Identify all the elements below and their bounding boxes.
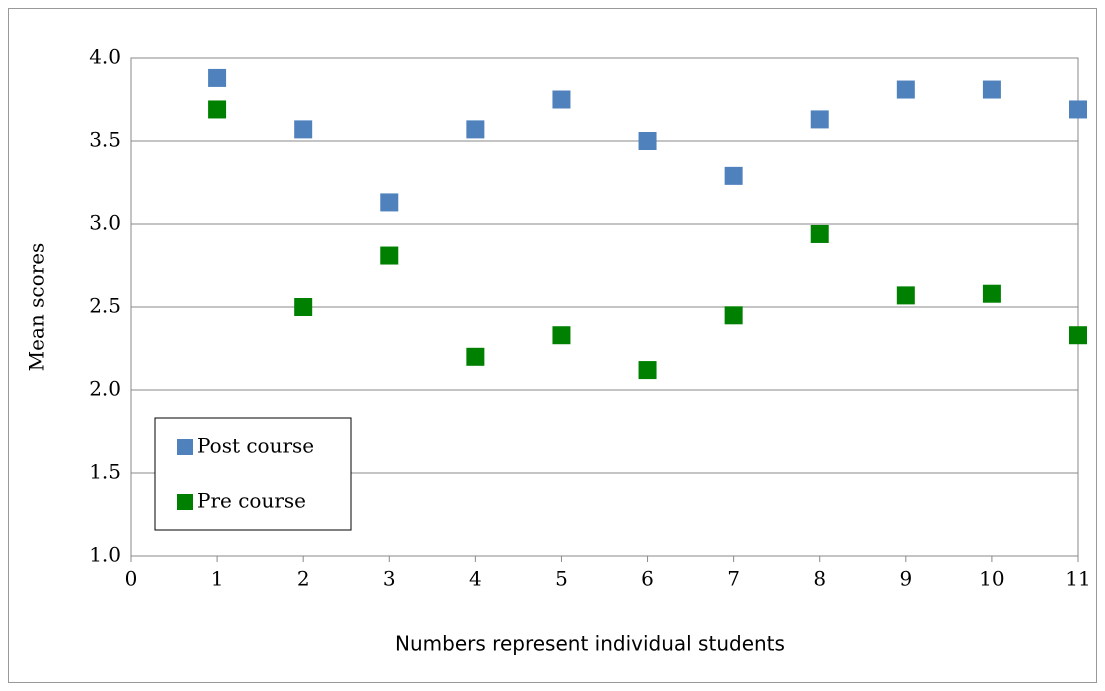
marker	[294, 120, 313, 139]
marker	[208, 100, 227, 119]
marker	[982, 80, 1001, 99]
x-tick-label: 2	[297, 567, 310, 591]
x-tick-label: 0	[125, 567, 138, 591]
y-tick-label: 3.5	[89, 128, 121, 152]
legend-label: Pre course	[197, 489, 306, 513]
marker	[380, 246, 399, 265]
marker	[1069, 326, 1087, 345]
x-axis-label: Numbers represent individual students	[395, 632, 785, 656]
x-tick-label: 11	[1065, 567, 1090, 591]
x-tick-label: 6	[641, 567, 654, 591]
x-tick-label: 3	[383, 567, 396, 591]
marker	[896, 80, 915, 99]
y-tick-label: 1.0	[89, 543, 121, 567]
chart-border	[8, 8, 1097, 683]
marker	[552, 90, 571, 109]
x-tick-label: 4	[469, 567, 482, 591]
marker	[724, 166, 743, 185]
marker	[466, 120, 485, 139]
legend-marker	[177, 494, 193, 510]
legend-label: Post course	[197, 434, 314, 458]
marker	[724, 306, 743, 325]
marker	[896, 286, 915, 305]
x-tick-label: 9	[899, 567, 912, 591]
marker	[810, 110, 829, 129]
marker	[638, 132, 657, 150]
marker	[294, 298, 313, 316]
marker	[380, 193, 399, 212]
marker	[638, 361, 657, 380]
legend-marker	[177, 439, 193, 455]
marker	[810, 224, 829, 243]
y-tick-label: 4.0	[89, 45, 121, 69]
marker	[466, 347, 485, 366]
marker	[1069, 100, 1087, 119]
x-tick-label: 7	[727, 567, 740, 591]
y-tick-label: 1.5	[89, 460, 121, 484]
x-tick-label: 10	[979, 567, 1004, 591]
x-tick-label: 8	[813, 567, 826, 591]
y-tick-label: 2.5	[89, 294, 121, 318]
marker	[208, 68, 227, 87]
marker	[982, 284, 1001, 303]
marker	[552, 326, 571, 345]
x-tick-label: 1	[211, 567, 224, 591]
y-tick-label: 2.0	[89, 377, 121, 401]
y-axis-label: Mean scores	[25, 243, 49, 372]
legend-box	[154, 417, 352, 531]
y-tick-label: 3.0	[89, 211, 121, 235]
x-tick-label: 5	[555, 567, 568, 591]
